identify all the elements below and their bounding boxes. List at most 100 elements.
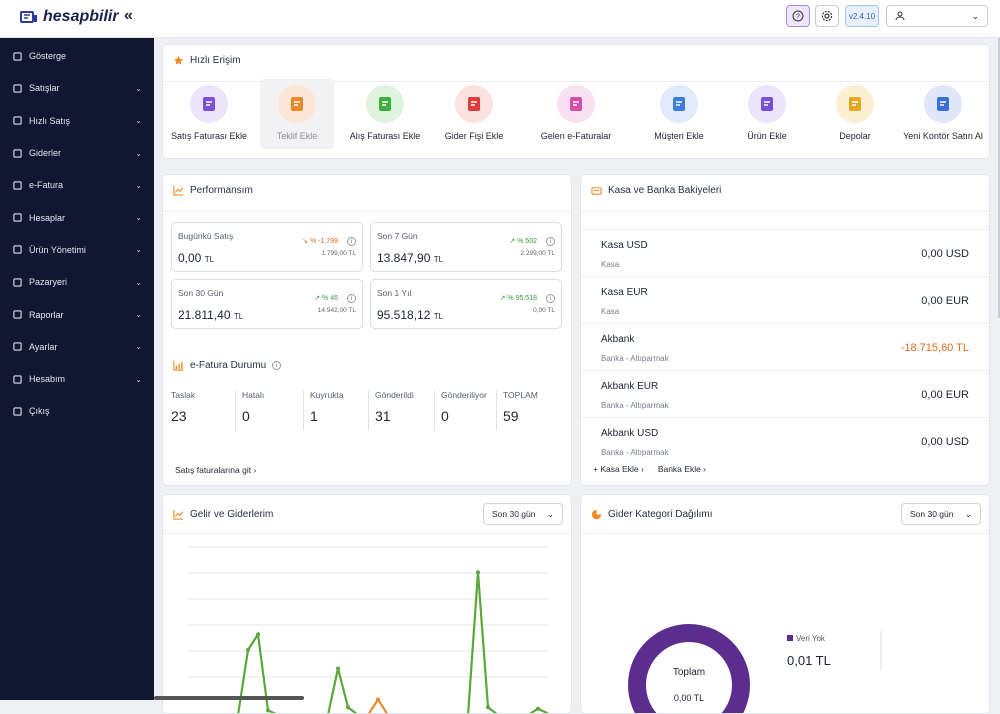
- quick-action-label: Gider Fişi Ekle: [445, 131, 504, 141]
- add-bank-link[interactable]: Banka Ekle ›: [658, 464, 706, 474]
- balance-name: Akbank: [601, 334, 634, 345]
- chart-line-icon: [173, 509, 184, 520]
- sidebar-item-0[interactable]: Gösterge: [0, 40, 154, 72]
- receipt-icon: [12, 83, 22, 93]
- sidebar-item-7[interactable]: Pazaryeri⌄: [0, 266, 154, 298]
- sidebar-item-5[interactable]: Hesaplar⌄: [0, 201, 154, 233]
- chevron-down-icon: ⌄: [135, 181, 142, 190]
- purchase-invoice-icon: [366, 85, 404, 123]
- chevron-down-icon: ⌄: [965, 509, 972, 520]
- svg-text:?: ?: [796, 14, 800, 21]
- trend-down-icon: ↘: [302, 238, 308, 245]
- performance-change: ↗ % 46: [314, 294, 338, 302]
- collapse-sidebar-icon[interactable]: «: [124, 7, 133, 25]
- data-point: [476, 570, 480, 574]
- offer-icon: [278, 85, 316, 123]
- balance-amount: 0,00 USD: [921, 436, 969, 448]
- add-cash-link[interactable]: + Kasa Ekle ›: [593, 464, 644, 474]
- sidebar-item-6[interactable]: Ürün Yönetimi⌄: [0, 234, 154, 266]
- horizontal-scrollbar[interactable]: [154, 696, 304, 700]
- info-icon: i: [272, 361, 281, 370]
- performance-title: Performansım: [190, 185, 253, 196]
- balance-amount: -18.715,60 TL: [901, 342, 969, 354]
- sidebar-item-label: Raporlar: [29, 310, 135, 320]
- sidebar-item-11[interactable]: Çıkış: [0, 395, 154, 427]
- performance-value: 13.847,90 TL: [377, 251, 443, 265]
- legend-swatch: [787, 635, 793, 641]
- performance-value: 95.518,12 TL: [377, 308, 443, 322]
- settings-button[interactable]: [815, 5, 839, 27]
- chevron-down-icon: ⌄: [135, 213, 142, 222]
- user-icon: [895, 11, 905, 21]
- chevron-down-icon: ⌄: [547, 509, 554, 520]
- sidebar-item-label: Satışlar: [29, 83, 135, 93]
- quick-action-label: Teklif Ekle: [277, 131, 318, 141]
- wallet-icon: [12, 148, 22, 158]
- sidebar-item-label: Hesabım: [29, 374, 135, 384]
- sidebar-item-3[interactable]: Giderler⌄: [0, 137, 154, 169]
- balance-type: Kasa: [601, 307, 619, 316]
- version-badge: v2.4.10: [845, 5, 879, 27]
- data-point: [336, 667, 340, 671]
- quick-cart-button[interactable]: Yeni Kontör Satın Al: [888, 79, 998, 149]
- gear-icon: [12, 342, 22, 352]
- quick-action-label: Gelen e-Faturalar: [541, 131, 612, 141]
- performance-label: Son 30 Gün: [178, 288, 223, 298]
- performance-change: ↘ % -1.799: [302, 237, 338, 245]
- cart-icon: [924, 85, 962, 123]
- cash-register-icon: [591, 185, 602, 196]
- user-menu[interactable]: ⌄: [886, 5, 988, 27]
- sidebar-item-9[interactable]: Ayarlar⌄: [0, 331, 154, 363]
- gear-icon: [821, 10, 833, 22]
- product-box-icon: [748, 85, 786, 123]
- sidebar-item-1[interactable]: Satışlar⌄: [0, 72, 154, 104]
- sidebar-item-10[interactable]: Hesabım⌄: [0, 363, 154, 395]
- expense-range-select[interactable]: Son 30 gün⌄: [901, 503, 981, 525]
- sidebar-item-4[interactable]: e-Fatura⌄: [0, 169, 154, 201]
- sidebar-item-8[interactable]: Raporlar⌄: [0, 298, 154, 330]
- quick-action-label: Depolar: [839, 131, 871, 141]
- performance-label: Son 7 Gün: [377, 231, 418, 241]
- quick-expense-receipt-button[interactable]: Gider Fişi Ekle: [419, 79, 529, 149]
- income-range-select[interactable]: Son 30 gün⌄: [483, 503, 563, 525]
- data-point: [346, 705, 350, 709]
- balances-title: Kasa ve Banka Bakiyeleri: [608, 185, 721, 196]
- sidebar-item-label: Pazaryeri: [29, 277, 135, 287]
- data-point: [246, 648, 250, 652]
- quick-invoice-add-button[interactable]: Satış Faturası Ekle: [154, 79, 264, 149]
- logo[interactable]: hesapbilir: [20, 8, 119, 26]
- sales-invoices-link[interactable]: Satış faturalarına git ›: [175, 465, 256, 475]
- balance-name: Kasa EUR: [601, 287, 648, 298]
- quick-action-label: Yeni Kontör Satın Al: [903, 131, 983, 141]
- warehouse-icon: [836, 85, 874, 123]
- performance-label: Son 1 Yıl: [377, 288, 411, 298]
- bar-chart-icon: [173, 360, 184, 371]
- balance-amount: 0,00 USD: [921, 248, 969, 260]
- help-button[interactable]: ?: [786, 5, 810, 27]
- chart-bar-icon: [12, 51, 22, 61]
- balance-type: Banka - Altıparmak: [601, 401, 669, 410]
- trend-up-icon: ↗: [314, 295, 320, 302]
- document-icon: [12, 180, 22, 190]
- balance-type: Kasa: [601, 260, 619, 269]
- question-icon: ?: [792, 10, 804, 22]
- quick-offer-button[interactable]: Teklif Ekle: [260, 79, 334, 149]
- balance-amount: 0,00 EUR: [921, 389, 969, 401]
- info-icon: i: [546, 294, 555, 303]
- info-icon: i: [546, 237, 555, 246]
- chevron-down-icon: ⌄: [135, 149, 142, 158]
- quick-incoming-einvoice-button[interactable]: Gelen e-Faturalar: [521, 79, 631, 149]
- sidebar-item-2[interactable]: Hızlı Satış⌄: [0, 105, 154, 137]
- sidebar-item-label: Gösterge: [29, 51, 142, 61]
